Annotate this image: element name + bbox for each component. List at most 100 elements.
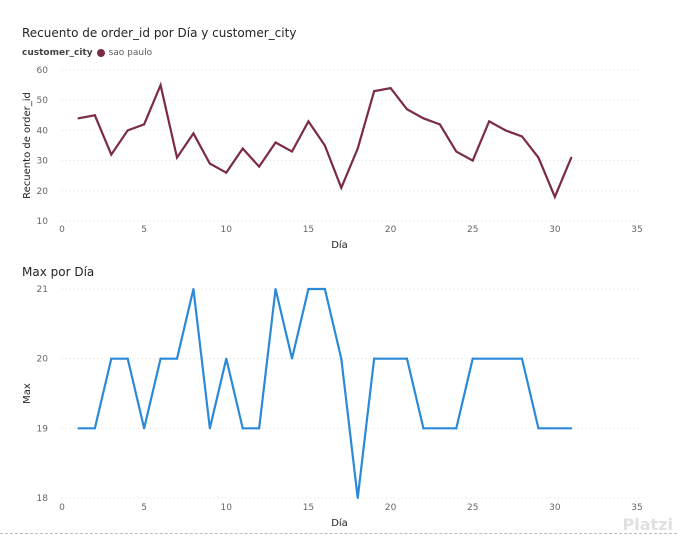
data-point: [192, 288, 195, 290]
x-tick-label: 25: [467, 225, 478, 235]
data-point: [389, 87, 392, 90]
data-point: [537, 427, 540, 430]
x-tick-label: 15: [303, 503, 314, 513]
divider: [0, 533, 677, 534]
platzi-watermark: Platzi: [622, 515, 673, 534]
data-point: [241, 147, 244, 150]
x-tick-label: 20: [385, 225, 397, 235]
y-tick-label: 40: [37, 126, 49, 136]
series-line: [78, 287, 572, 499]
data-point: [521, 357, 523, 360]
data-point: [93, 427, 96, 430]
data-point: [307, 288, 310, 290]
data-point: [471, 159, 474, 162]
data-point: [488, 357, 491, 360]
x-tick-label: 0: [59, 225, 65, 235]
data-point: [406, 108, 408, 111]
y-axis-label: Recuento de order_id: [22, 92, 33, 199]
data-point: [291, 357, 293, 360]
data-point: [208, 162, 211, 165]
data-point: [340, 186, 343, 189]
data-point: [438, 123, 441, 126]
data-point: [537, 156, 540, 159]
x-tick-label: 25: [467, 503, 478, 513]
data-point: [340, 357, 343, 360]
data-point: [77, 427, 80, 430]
data-point: [356, 147, 359, 150]
data-point: [504, 129, 507, 132]
y-tick-label: 18: [37, 494, 49, 504]
y-tick-label: 50: [37, 96, 49, 106]
data-point: [126, 357, 129, 360]
data-point: [176, 357, 178, 360]
x-tick-label: 10: [221, 225, 233, 235]
x-tick-label: 0: [59, 503, 65, 513]
data-point: [274, 141, 277, 144]
data-point: [258, 165, 261, 168]
data-point: [455, 150, 458, 153]
y-tick-label: 10: [37, 217, 49, 227]
data-point: [570, 156, 573, 159]
y-tick-label: 30: [37, 157, 49, 167]
data-point: [422, 117, 425, 120]
chart-2-title: Max por Día: [22, 265, 95, 279]
data-point: [274, 288, 277, 290]
y-tick-label: 19: [37, 424, 49, 434]
data-point: [488, 120, 491, 123]
data-point: [143, 123, 146, 126]
y-axis-label: Max: [22, 383, 33, 404]
data-point: [373, 90, 376, 93]
data-point: [438, 427, 441, 430]
data-point: [471, 357, 474, 360]
y-tick-label: 21: [37, 285, 48, 295]
data-point: [258, 427, 261, 430]
data-point: [225, 171, 228, 174]
legend-title: customer_city: [22, 48, 93, 58]
x-tick-label: 10: [221, 503, 233, 513]
x-tick-label: 30: [549, 225, 561, 235]
x-tick-label: 20: [385, 503, 397, 513]
x-tick-label: 35: [631, 225, 642, 235]
x-tick-label: 30: [549, 503, 561, 513]
data-point: [110, 357, 113, 360]
legend-marker: [96, 49, 105, 57]
chart-1-title: Recuento de order_id por Día y customer_…: [22, 26, 297, 40]
data-point: [159, 357, 162, 360]
data-point: [356, 497, 359, 499]
data-point: [143, 427, 146, 430]
chart-1-legend: customer_city sao paulo: [22, 48, 152, 58]
data-point: [126, 129, 129, 132]
x-tick-label: 15: [303, 225, 314, 235]
data-point: [504, 357, 507, 360]
data-point: [241, 427, 244, 430]
x-axis-label: Día: [331, 517, 348, 529]
data-point: [159, 84, 162, 87]
data-point: [93, 114, 96, 117]
data-point: [110, 153, 113, 156]
legend-item-label: sao paulo: [108, 48, 153, 58]
data-point: [323, 288, 326, 290]
data-point: [225, 357, 228, 360]
data-point: [192, 132, 195, 135]
data-point: [323, 144, 326, 147]
y-tick-label: 20: [37, 187, 49, 197]
x-axis-label: Día: [331, 239, 348, 251]
data-point: [521, 135, 523, 138]
x-tick-label: 35: [631, 503, 642, 513]
y-tick-label: 60: [37, 66, 49, 76]
data-point: [373, 357, 376, 360]
data-point: [553, 427, 556, 430]
x-tick-label: 5: [141, 503, 147, 513]
data-point: [553, 195, 556, 198]
x-tick-label: 5: [141, 225, 147, 235]
data-point: [176, 156, 178, 159]
data-point: [291, 150, 293, 153]
data-point: [570, 427, 573, 430]
series-line: [78, 81, 573, 200]
data-point: [208, 427, 211, 430]
data-point: [422, 427, 425, 430]
data-point: [455, 427, 458, 430]
data-point: [389, 357, 392, 360]
y-tick-label: 20: [37, 355, 49, 365]
